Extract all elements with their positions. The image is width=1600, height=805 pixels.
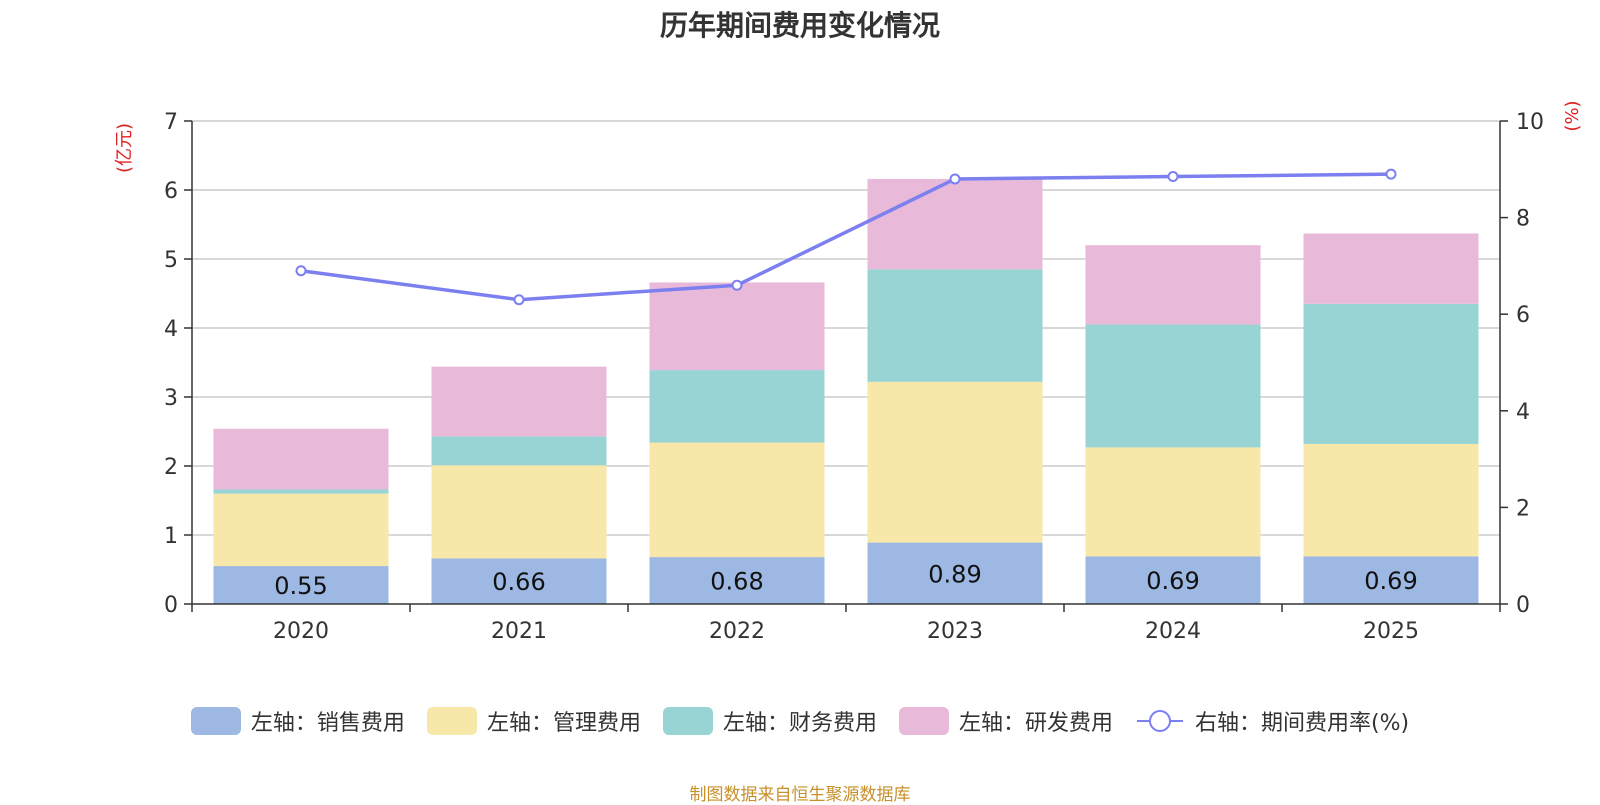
bar-segment <box>867 542 1043 604</box>
legend-label: 左轴：研发费用 <box>958 711 1113 736</box>
bar-segment <box>431 558 607 604</box>
legend-line-marker-icon <box>1135 707 1185 735</box>
legend-swatch <box>662 707 713 735</box>
bar-segment <box>649 557 825 604</box>
legend-swatch <box>426 707 477 735</box>
left-axis-tick-label: 5 <box>164 248 178 273</box>
rate-point <box>731 279 743 291</box>
right-axis-unit: (%) <box>1562 100 1583 131</box>
bar-value-label: 0.69 <box>1146 567 1199 595</box>
legend-item[interactable]: 左轴：销售费用 <box>190 705 405 737</box>
legend-item[interactable]: 左轴：财务费用 <box>662 705 877 737</box>
bar-segment <box>1085 556 1261 604</box>
left-axis-tick-label: 1 <box>164 524 178 549</box>
left-axis-unit: (亿元) <box>114 123 135 173</box>
legend-label: 右轴：期间费用率(%) <box>1194 711 1410 736</box>
right-axis-tick-label: 6 <box>1516 303 1530 328</box>
chart-area: 0 1 2 3 4 5 6 7 0 2 4 6 8 10 (亿元) (%) 0.55 0.66 0.68 0.89 0.… <box>114 100 1583 644</box>
rate-line <box>300 172 1392 302</box>
x-axis-tick-label: 2021 <box>491 619 547 644</box>
bar-segment <box>1303 443 1479 557</box>
left-axis-tick-label: 6 <box>164 179 178 204</box>
bar-segment <box>649 442 825 558</box>
x-axis-tick-label: 2023 <box>927 619 983 644</box>
bar-segment <box>213 489 389 494</box>
bar-value-label: 0.66 <box>492 568 545 596</box>
bar-segment <box>213 493 389 567</box>
x-axis-tick-label: 2024 <box>1145 619 1201 644</box>
bar-segment <box>1303 233 1479 304</box>
legend-item[interactable]: 右轴：期间费用率(%) <box>1135 705 1409 737</box>
bar-value-label: 0.89 <box>928 560 981 588</box>
rate-point <box>513 294 525 306</box>
left-axis-tick-label: 4 <box>164 317 178 342</box>
bar-segment <box>867 381 1043 543</box>
rate-point <box>1167 171 1179 183</box>
bar-segment <box>867 178 1043 270</box>
bar-segment <box>431 436 607 466</box>
legend-item[interactable]: 左轴：研发费用 <box>898 705 1113 737</box>
left-axis-tick-label: 7 <box>164 110 178 135</box>
source-note: 制图数据来自恒生聚源数据库 <box>689 785 911 805</box>
legend-label: 左轴：销售费用 <box>250 711 405 736</box>
right-axis-tick-label: 8 <box>1516 207 1530 232</box>
left-axis-tick-label: 0 <box>164 593 178 618</box>
legend-label: 左轴：管理费用 <box>486 711 641 736</box>
right-axis-tick-label: 4 <box>1516 400 1530 425</box>
bar-segment <box>649 370 825 443</box>
left-axis-tick-label: 3 <box>164 386 178 411</box>
bar-value-label: 0.68 <box>710 568 763 596</box>
right-axis-tick-label: 0 <box>1516 593 1530 618</box>
chart-title: 历年期间费用变化情况 <box>659 9 940 42</box>
right-axis-tick-label: 10 <box>1516 110 1544 135</box>
bar-segment <box>431 465 607 559</box>
legend: 左轴：销售费用 左轴：管理费用 左轴：财务费用 左轴：研发费用 右轴：期间费用率(%) <box>0 705 1600 737</box>
left-axis-tick-label: 2 <box>164 455 178 480</box>
bar-segment <box>649 282 825 371</box>
rate-point <box>949 173 961 185</box>
bar-segment <box>431 366 607 437</box>
bar-segment <box>1085 245 1261 325</box>
x-axis-tick-label: 2020 <box>273 619 329 644</box>
bar-segment <box>1085 447 1261 557</box>
bar-value-label: 0.69 <box>1364 567 1417 595</box>
bar-value-label: 0.55 <box>274 572 327 600</box>
x-axis-tick-label: 2025 <box>1363 619 1419 644</box>
bar-segment <box>213 428 389 490</box>
right-axis-tick-label: 2 <box>1516 496 1530 521</box>
bar-segment <box>213 566 389 604</box>
bar-segment <box>1303 303 1479 444</box>
rate-point <box>295 265 307 277</box>
legend-item[interactable]: 左轴：管理费用 <box>426 705 641 737</box>
rate-point <box>1385 168 1397 180</box>
x-axis-tick-label: 2022 <box>709 619 765 644</box>
legend-swatch <box>190 707 241 735</box>
bar-segment <box>1085 324 1261 448</box>
legend-label: 左轴：财务费用 <box>722 711 877 736</box>
bar-segment <box>1303 556 1479 604</box>
bar-segment <box>867 269 1043 382</box>
legend-swatch <box>898 707 949 735</box>
